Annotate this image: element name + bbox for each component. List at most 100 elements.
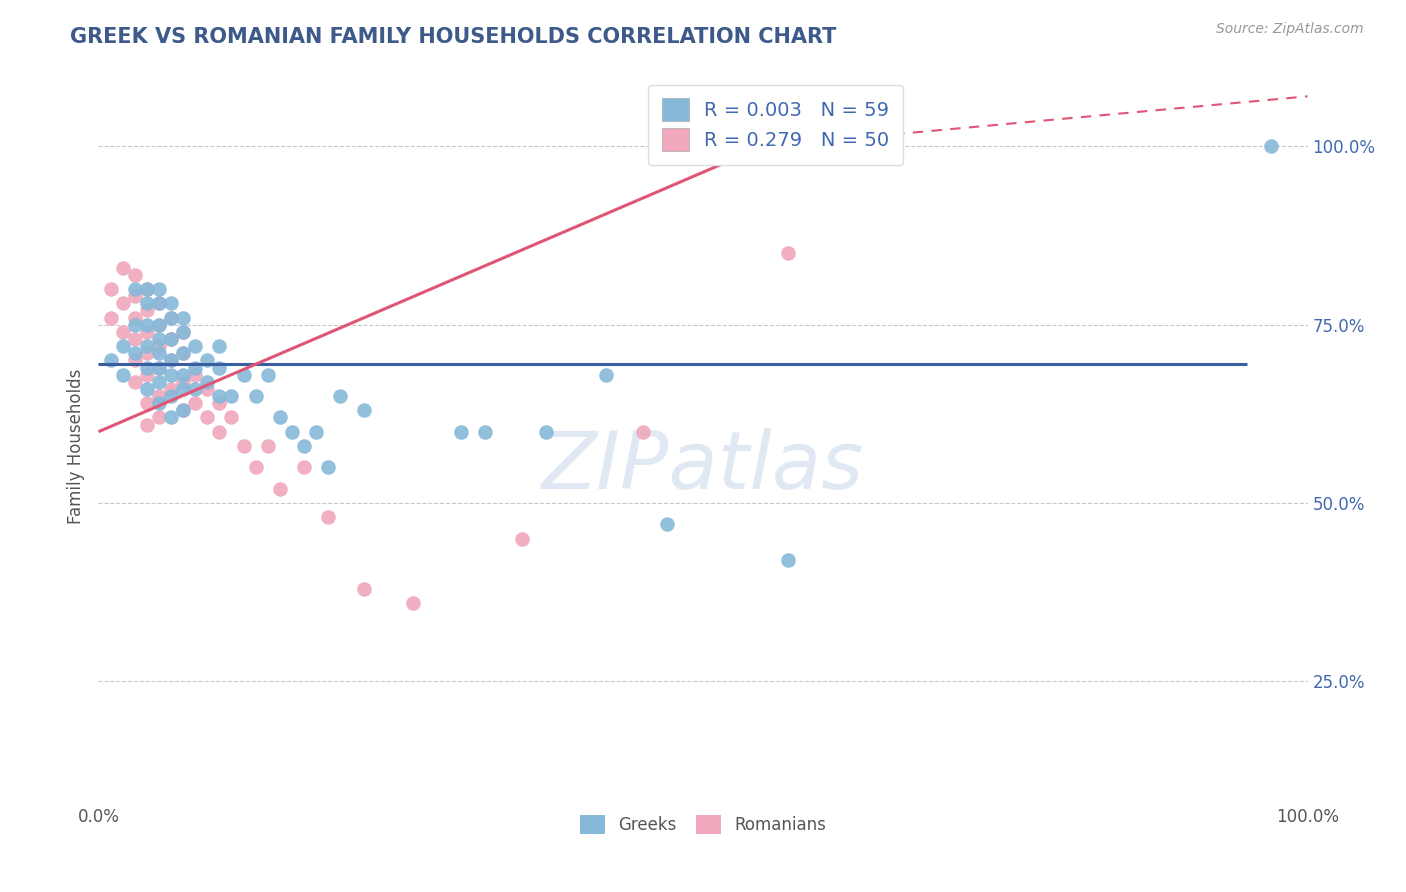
Point (316, 510, 339, 524)
Point (124, 332, 146, 346)
Point (184, 382, 207, 396)
Point (269, 482, 291, 496)
Point (124, 310, 146, 325)
Point (160, 368, 183, 382)
Point (172, 368, 194, 382)
Point (135, 417, 157, 432)
Point (124, 346, 146, 360)
Point (135, 368, 157, 382)
Point (353, 403, 375, 417)
Point (135, 303, 157, 318)
Point (172, 375, 194, 389)
Point (208, 360, 231, 375)
Point (245, 389, 267, 403)
Point (172, 403, 194, 417)
Point (135, 282, 157, 296)
Y-axis label: Family Households: Family Households (67, 368, 86, 524)
Point (172, 403, 194, 417)
Point (195, 375, 218, 389)
Point (172, 325, 194, 339)
Point (148, 332, 170, 346)
Point (148, 375, 170, 389)
Point (195, 410, 218, 425)
Point (111, 325, 134, 339)
Point (124, 353, 146, 368)
Point (160, 332, 183, 346)
Point (208, 339, 231, 353)
Point (135, 325, 157, 339)
Point (135, 296, 157, 310)
Point (1260, 139, 1282, 153)
Point (195, 353, 218, 368)
Point (172, 310, 194, 325)
Legend: Greeks, Romanians: Greeks, Romanians (572, 808, 834, 841)
Point (124, 282, 146, 296)
Point (172, 382, 194, 396)
Point (232, 439, 254, 453)
Point (184, 339, 207, 353)
Point (655, 517, 678, 532)
Point (631, 425, 654, 439)
Point (148, 396, 170, 410)
Point (232, 368, 254, 382)
Point (450, 425, 472, 439)
Point (184, 368, 207, 382)
Point (124, 289, 146, 303)
Point (124, 268, 146, 282)
Point (135, 382, 157, 396)
Point (776, 246, 799, 260)
Point (305, 425, 328, 439)
Point (124, 318, 146, 332)
Point (148, 360, 170, 375)
Point (148, 410, 170, 425)
Point (100, 282, 122, 296)
Point (172, 346, 194, 360)
Point (160, 296, 183, 310)
Point (595, 368, 617, 382)
Point (148, 346, 170, 360)
Point (111, 296, 134, 310)
Point (135, 282, 157, 296)
Point (208, 396, 231, 410)
Point (534, 425, 557, 439)
Point (221, 410, 243, 425)
Point (160, 410, 183, 425)
Point (292, 460, 315, 475)
Point (195, 382, 218, 396)
Point (208, 425, 231, 439)
Point (474, 425, 496, 439)
Point (281, 425, 304, 439)
Point (316, 460, 339, 475)
Point (208, 389, 231, 403)
Point (172, 346, 194, 360)
Point (148, 360, 170, 375)
Point (184, 396, 207, 410)
Point (148, 282, 170, 296)
Point (124, 375, 146, 389)
Point (160, 353, 183, 368)
Point (160, 382, 183, 396)
Point (329, 389, 352, 403)
Point (184, 360, 207, 375)
Point (245, 460, 267, 475)
Text: Source: ZipAtlas.com: Source: ZipAtlas.com (1216, 22, 1364, 37)
Point (148, 296, 170, 310)
Point (135, 360, 157, 375)
Point (160, 332, 183, 346)
Point (148, 339, 170, 353)
Point (402, 596, 425, 610)
Point (256, 368, 278, 382)
Point (160, 389, 183, 403)
Point (160, 310, 183, 325)
Point (100, 310, 122, 325)
Point (148, 318, 170, 332)
Point (111, 339, 134, 353)
Point (135, 339, 157, 353)
Point (292, 439, 315, 453)
Point (256, 439, 278, 453)
Point (148, 296, 170, 310)
Point (148, 389, 170, 403)
Point (510, 532, 533, 546)
Point (353, 582, 375, 596)
Point (135, 396, 157, 410)
